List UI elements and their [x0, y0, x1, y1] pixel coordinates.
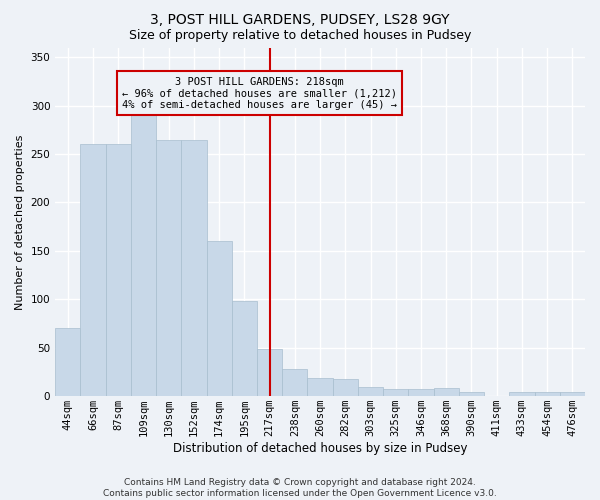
- X-axis label: Distribution of detached houses by size in Pudsey: Distribution of detached houses by size …: [173, 442, 467, 455]
- Bar: [509, 392, 535, 396]
- Bar: [55, 328, 80, 396]
- Bar: [307, 378, 332, 396]
- Bar: [181, 140, 206, 396]
- Bar: [206, 241, 232, 396]
- Bar: [232, 302, 257, 396]
- Bar: [80, 144, 106, 396]
- Bar: [383, 390, 409, 396]
- Bar: [282, 369, 307, 396]
- Bar: [459, 392, 484, 396]
- Bar: [409, 390, 434, 396]
- Bar: [257, 348, 282, 396]
- Y-axis label: Number of detached properties: Number of detached properties: [15, 134, 25, 310]
- Bar: [434, 388, 459, 396]
- Text: 3, POST HILL GARDENS, PUDSEY, LS28 9GY: 3, POST HILL GARDENS, PUDSEY, LS28 9GY: [150, 12, 450, 26]
- Bar: [131, 112, 156, 396]
- Bar: [358, 388, 383, 396]
- Text: Contains HM Land Registry data © Crown copyright and database right 2024.
Contai: Contains HM Land Registry data © Crown c…: [103, 478, 497, 498]
- Bar: [332, 378, 358, 396]
- Bar: [106, 144, 131, 396]
- Bar: [560, 392, 585, 396]
- Bar: [156, 140, 181, 396]
- Text: Size of property relative to detached houses in Pudsey: Size of property relative to detached ho…: [129, 29, 471, 42]
- Text: 3 POST HILL GARDENS: 218sqm
← 96% of detached houses are smaller (1,212)
4% of s: 3 POST HILL GARDENS: 218sqm ← 96% of det…: [122, 76, 397, 110]
- Bar: [535, 392, 560, 396]
